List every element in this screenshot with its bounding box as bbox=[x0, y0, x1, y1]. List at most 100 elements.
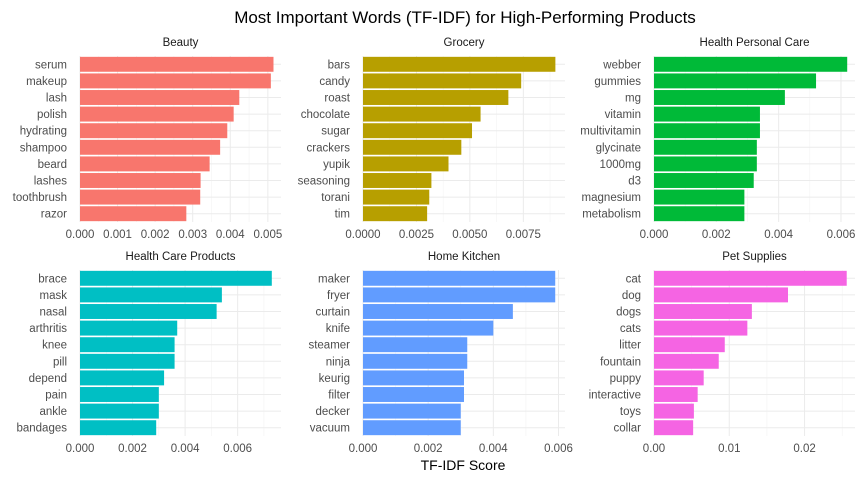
bar-metabolism bbox=[654, 206, 745, 222]
facet-strip-label: Health Personal Care bbox=[700, 37, 810, 49]
bar-glycinate bbox=[654, 139, 757, 155]
category-label: chocolate bbox=[301, 109, 350, 121]
category-label: steamer bbox=[308, 340, 350, 352]
x-tick-label: 0.000 bbox=[640, 229, 669, 241]
category-label: toys bbox=[620, 406, 641, 418]
category-label: mask bbox=[40, 290, 68, 302]
bar-depend bbox=[80, 370, 165, 386]
category-label: pill bbox=[53, 356, 67, 368]
x-tick-label: 0.000 bbox=[349, 443, 378, 455]
bar-mg bbox=[654, 90, 785, 105]
facet-panel-grocery: bars candy roast chocolate sugar crackers yupi… bbox=[298, 37, 565, 241]
category-label: multivitamin bbox=[580, 126, 641, 138]
bar-crackers bbox=[363, 139, 462, 155]
bar-pill bbox=[80, 353, 175, 369]
category-label: fountain bbox=[600, 356, 641, 368]
category-label: vacuum bbox=[310, 423, 350, 435]
bar-torani bbox=[363, 189, 430, 205]
facet-strip-label: Pet Supplies bbox=[722, 251, 787, 263]
category-label: shampoo bbox=[20, 142, 67, 154]
category-label: keurig bbox=[319, 373, 350, 385]
bar-multivitamin bbox=[654, 123, 760, 139]
facet-panel-beauty: serum makeup lash polish hydrating shampoo bea… bbox=[13, 37, 283, 241]
bar-filter bbox=[363, 387, 464, 402]
x-axis-title: TF-IDF Score bbox=[421, 457, 506, 473]
category-label: cat bbox=[626, 273, 642, 285]
bar-razor bbox=[80, 206, 187, 222]
category-label: filter bbox=[328, 390, 350, 402]
bar-mask bbox=[80, 287, 222, 303]
bar-yupik bbox=[363, 156, 449, 172]
category-label: nasal bbox=[40, 307, 68, 319]
category-label: makeup bbox=[26, 76, 67, 88]
bar-cats bbox=[654, 320, 748, 336]
bar-arthritis bbox=[80, 320, 178, 336]
category-label: dogs bbox=[616, 307, 641, 319]
category-label: d3 bbox=[628, 176, 641, 188]
bar-nasal bbox=[80, 304, 217, 319]
facet-strip-label: Health Care Products bbox=[126, 251, 236, 263]
x-tick-label: 0.006 bbox=[223, 443, 252, 455]
facet-panel-health-care-products: brace mask nasal arthritis knee pill depend pai… bbox=[16, 251, 281, 455]
bar-beard bbox=[80, 156, 210, 172]
category-label: beard bbox=[38, 159, 67, 171]
category-label: bandages bbox=[16, 423, 67, 435]
bar-sugar bbox=[363, 123, 473, 139]
x-tick-label: 0.006 bbox=[827, 229, 856, 241]
x-tick-label: 0.006 bbox=[544, 443, 573, 455]
category-label: ankle bbox=[40, 406, 68, 418]
bar-serum bbox=[80, 56, 274, 72]
category-label: seasoning bbox=[298, 176, 350, 188]
bar-candy bbox=[363, 73, 522, 89]
category-label: crackers bbox=[307, 142, 351, 154]
category-label: maker bbox=[318, 273, 350, 285]
bar-tim bbox=[363, 206, 428, 222]
category-label: mg bbox=[625, 93, 641, 105]
category-label: magnesium bbox=[582, 192, 641, 204]
x-tick-label: 0.004 bbox=[216, 229, 245, 241]
bar-chocolate bbox=[363, 106, 481, 122]
category-label: candy bbox=[319, 76, 350, 88]
bar-cat bbox=[654, 270, 847, 286]
category-label: glycinate bbox=[596, 142, 641, 154]
bar-brace bbox=[80, 270, 272, 286]
x-tick-label: 0.00 bbox=[643, 443, 665, 455]
category-label: tim bbox=[335, 209, 350, 221]
bar-collar bbox=[654, 420, 694, 436]
bar-vitamin bbox=[654, 106, 760, 122]
category-label: yupik bbox=[323, 159, 350, 171]
bar-maker bbox=[363, 270, 556, 286]
category-label: gummies bbox=[594, 76, 641, 88]
category-label: cats bbox=[620, 323, 641, 335]
category-label: polish bbox=[37, 109, 67, 121]
bar-pain bbox=[80, 387, 159, 402]
bar-lashes bbox=[80, 173, 201, 188]
chart-title: Most Important Words (TF-IDF) for High-P… bbox=[234, 8, 696, 27]
category-label: knee bbox=[42, 340, 67, 352]
x-tick-label: 0.0000 bbox=[345, 229, 380, 241]
bar-keurig bbox=[363, 370, 464, 386]
facet-panel-home-kitchen: maker fryer curtain knife steamer ninja keurig… bbox=[308, 251, 572, 455]
x-tick-label: 0.000 bbox=[66, 229, 95, 241]
x-tick-label: 0.001 bbox=[103, 229, 132, 241]
category-label: vitamin bbox=[605, 109, 641, 121]
category-label: hydrating bbox=[20, 126, 67, 138]
category-label: pain bbox=[45, 390, 67, 402]
bar-puppy bbox=[654, 370, 704, 386]
bar-fryer bbox=[363, 287, 556, 303]
category-label: lash bbox=[46, 93, 67, 105]
x-tick-label: 0.0025 bbox=[399, 229, 434, 241]
x-tick-label: 0.02 bbox=[793, 443, 815, 455]
facet-panels: serum makeup lash polish hydrating shampoo bea… bbox=[13, 37, 856, 455]
category-label: 1000mg bbox=[599, 159, 641, 171]
category-label: litter bbox=[619, 340, 641, 352]
bar-hydrating bbox=[80, 123, 228, 139]
category-label: lashes bbox=[34, 176, 67, 188]
bar-magnesium bbox=[654, 189, 745, 205]
bar-roast bbox=[363, 90, 509, 105]
category-label: serum bbox=[35, 59, 67, 71]
bar-curtain bbox=[363, 304, 513, 319]
bar-decker bbox=[363, 403, 461, 419]
bar-ankle bbox=[80, 403, 159, 419]
category-label: decker bbox=[315, 406, 350, 418]
